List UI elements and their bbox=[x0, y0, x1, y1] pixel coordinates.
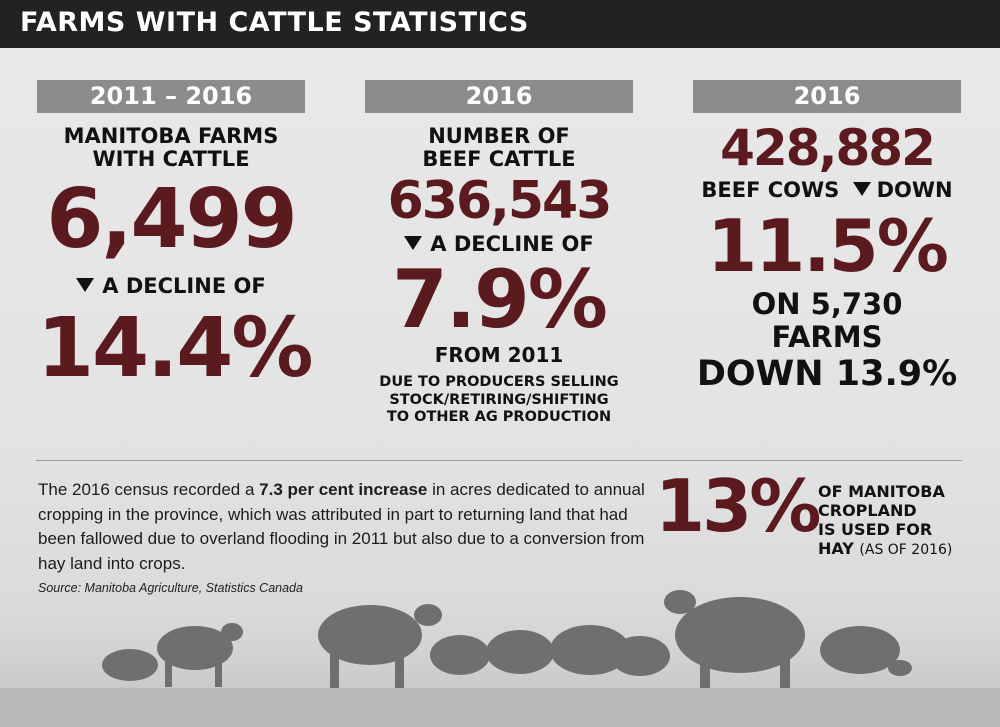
decline-percent: 7.9% bbox=[392, 253, 608, 347]
census-paragraph: The 2016 census recorded a 7.3 per cent … bbox=[38, 480, 645, 573]
down-triangle-icon bbox=[852, 182, 871, 196]
farms-down: DOWN 13.9% bbox=[696, 353, 958, 394]
beef-cows-panel: 2016 428,882 BEEF COWS DOWN 11.5% ON 5,7… bbox=[693, 80, 961, 393]
year-tab: 2016 bbox=[693, 80, 961, 113]
beef-cattle-panel: 2016 NUMBER OF BEEF CATTLE 636,543 A DEC… bbox=[365, 80, 633, 426]
farms-with-cattle-panel: 2011 – 2016 MANITOBA FARMS WITH CATTLE 6… bbox=[37, 80, 313, 397]
title-bar: FARMS WITH CATTLE STATISTICS bbox=[0, 0, 1000, 48]
farms-count: 6,499 bbox=[46, 172, 297, 268]
hay-label: OF MANITOBA CROPLAND IS USED FOR HAY (AS… bbox=[818, 482, 953, 558]
from-year: FROM 2011 bbox=[434, 343, 564, 368]
hay-percent: 13% bbox=[655, 464, 821, 548]
year-tab: 2011 – 2016 bbox=[37, 80, 305, 113]
cattle-herd-photo bbox=[0, 560, 1000, 727]
divider bbox=[36, 460, 962, 461]
decline-percent: 14.4% bbox=[37, 301, 313, 397]
panel-label: MANITOBA FARMS WITH CATTLE bbox=[63, 124, 279, 172]
panel-label: NUMBER OF BEEF CATTLE bbox=[422, 124, 576, 172]
decline-note: DUE TO PRODUCERS SELLING STOCK/RETIRING/… bbox=[379, 374, 619, 426]
down-triangle-icon bbox=[404, 236, 423, 251]
cattle-count: 636,543 bbox=[387, 171, 613, 232]
cows-decline-percent: 11.5% bbox=[707, 204, 949, 289]
cows-count: 428,882 bbox=[720, 119, 936, 177]
down-triangle-icon bbox=[76, 278, 95, 293]
decline-label: A DECLINE OF bbox=[365, 233, 633, 256]
source-note: Source: Manitoba Agriculture, Statistics… bbox=[38, 581, 303, 595]
year-tab: 2016 bbox=[365, 80, 633, 113]
farms-line: ON 5,730 FARMS bbox=[751, 287, 903, 355]
cows-label: BEEF COWS DOWN bbox=[701, 178, 953, 202]
page-title: FARMS WITH CATTLE STATISTICS bbox=[20, 7, 529, 38]
decline-label: A DECLINE OF bbox=[37, 275, 305, 298]
